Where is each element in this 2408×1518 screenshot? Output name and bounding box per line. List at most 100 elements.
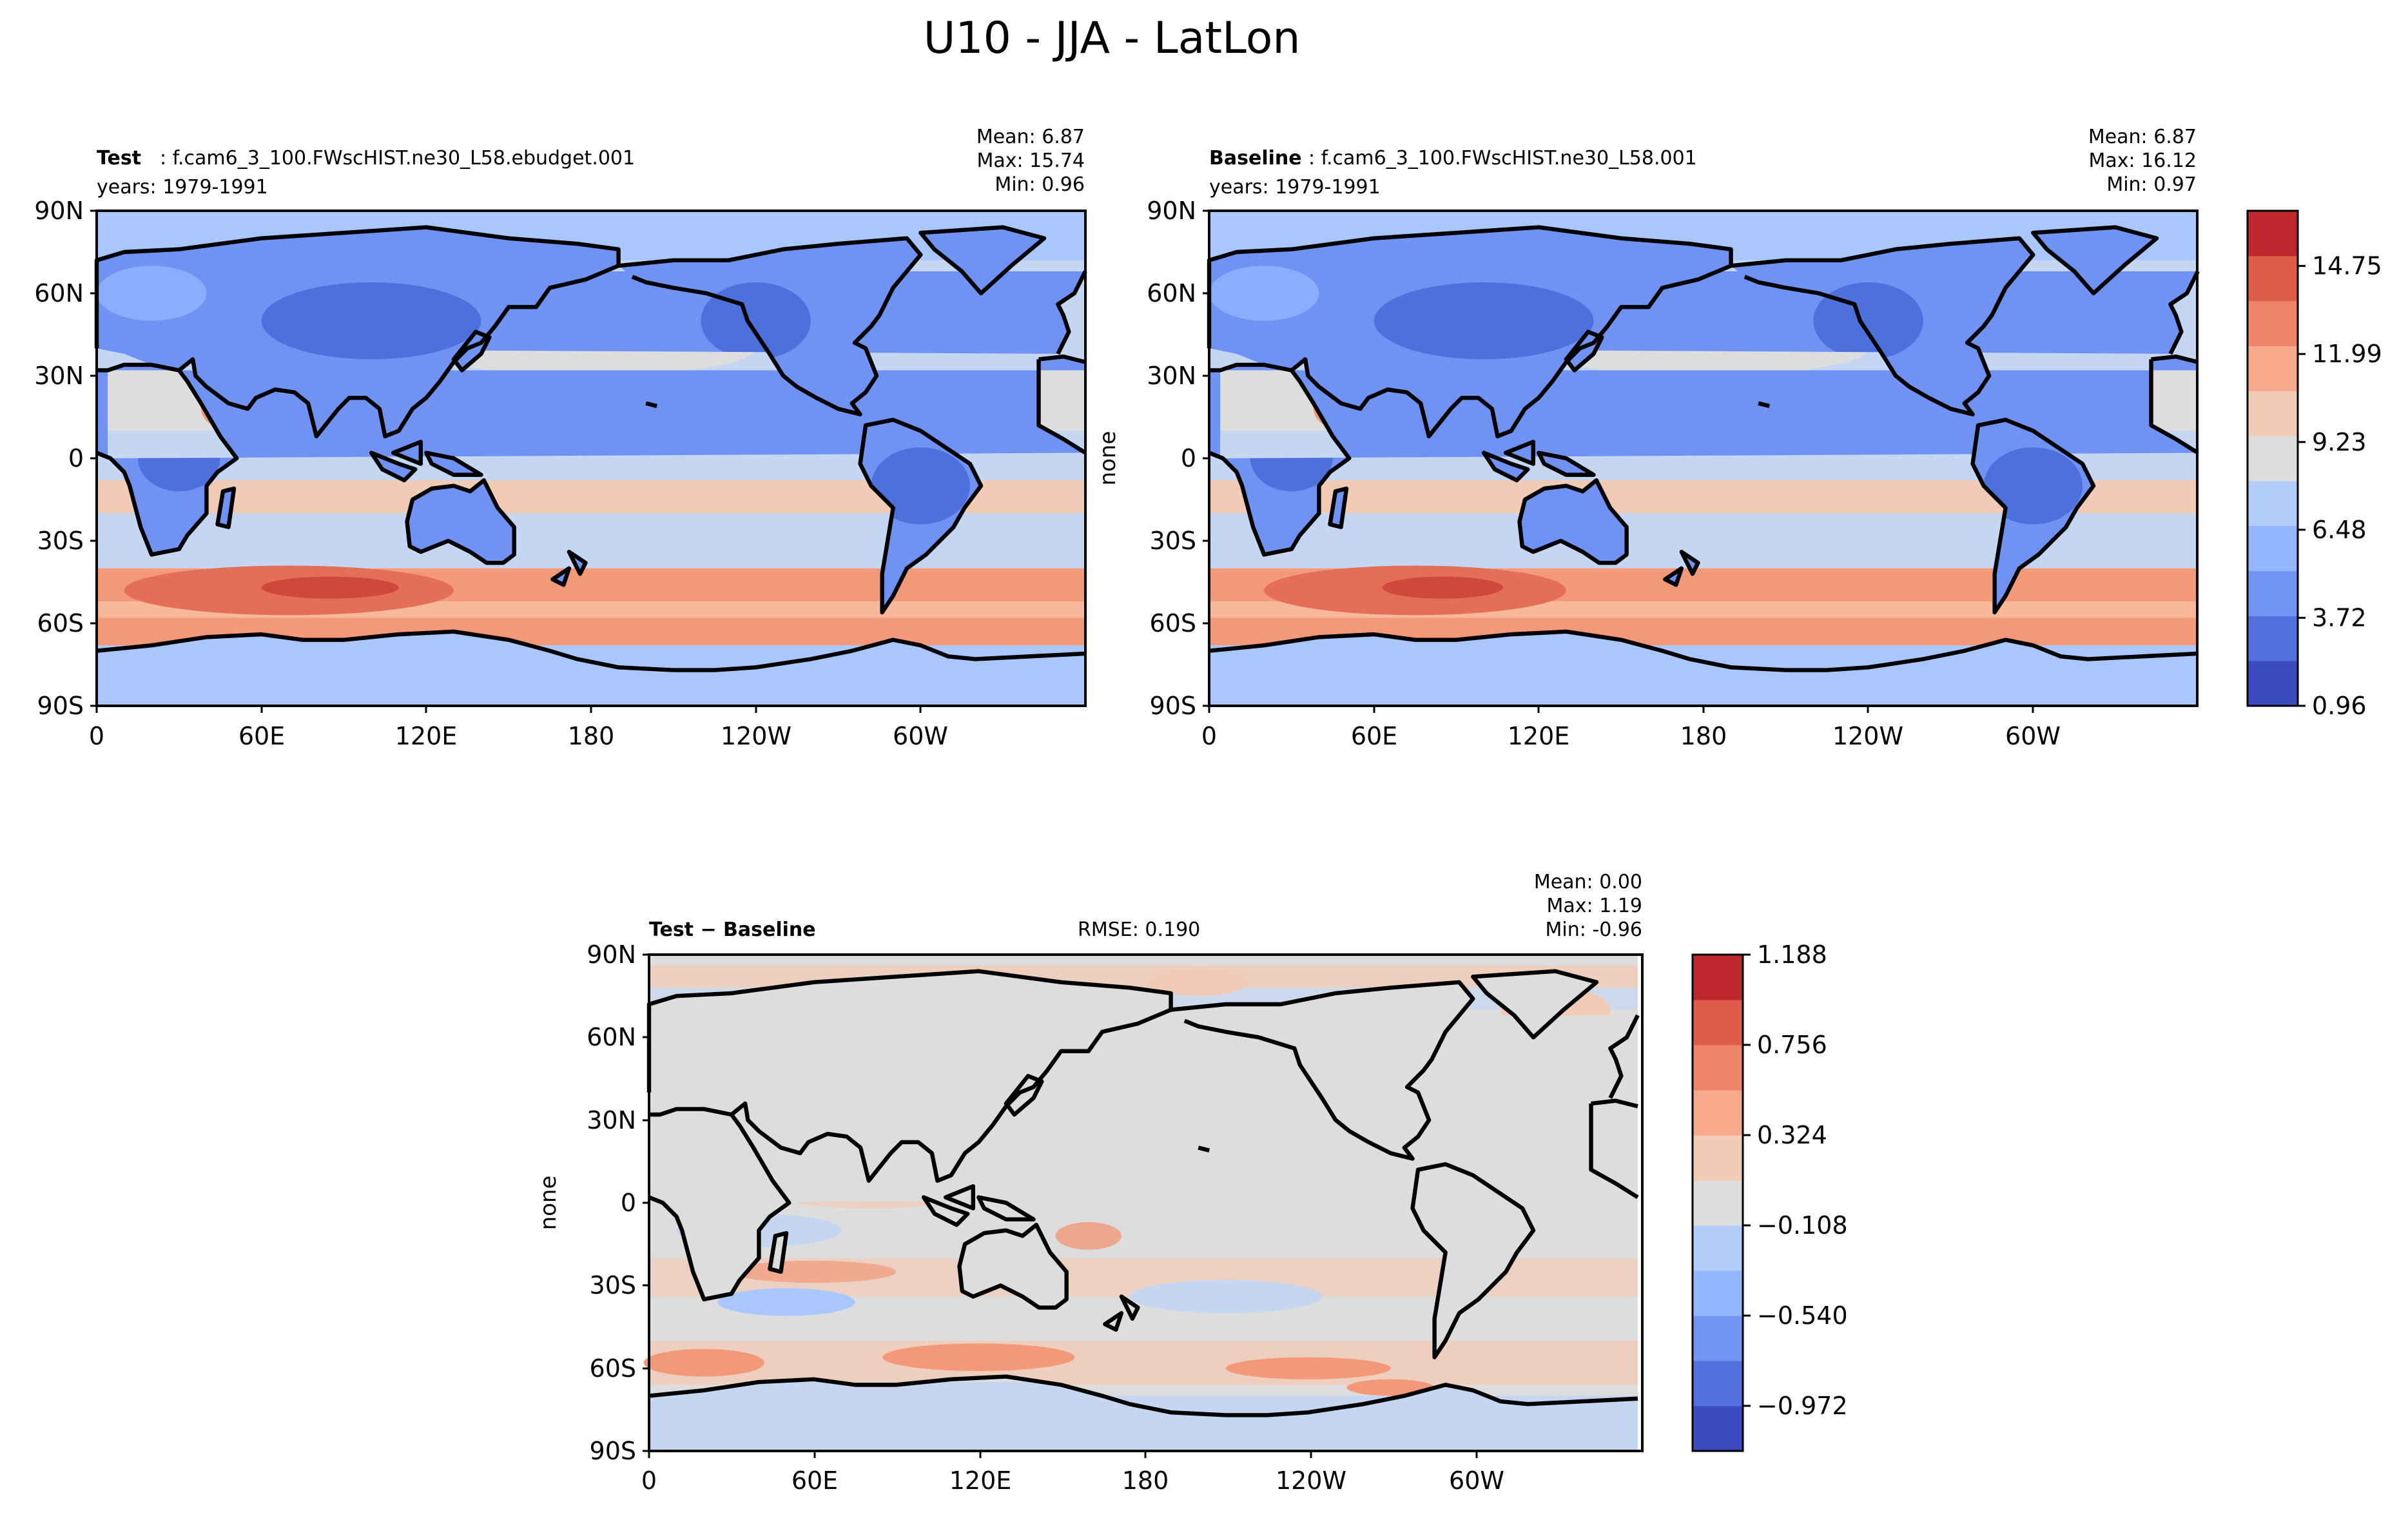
panel-test-map bbox=[97, 211, 1085, 706]
svg-text:60W: 60W bbox=[1449, 1466, 1504, 1495]
ytick-label: 30S bbox=[1150, 527, 1209, 555]
svg-text:60E: 60E bbox=[1351, 722, 1397, 750]
colorbar-top: 0.96 3.72 6.48 9.23 11.99 14.75 bbox=[2246, 209, 2382, 720]
panel-test-yaxis: 90N 60N 30N 0 30S 60S 90S bbox=[34, 197, 97, 720]
xtick-label: 60E bbox=[791, 1451, 838, 1495]
colorbar-tick-label: −0.108 bbox=[1757, 1211, 1848, 1240]
colorbar-segment bbox=[1693, 955, 1743, 1000]
colorbar-segment bbox=[2248, 255, 2298, 302]
colorbar-tick-label: −0.540 bbox=[1757, 1301, 1848, 1330]
panel-test-xaxis: 0 60E 120E 180 120W 60W bbox=[89, 706, 948, 750]
svg-text:180: 180 bbox=[568, 722, 615, 750]
xtick-label: 120W bbox=[1276, 1451, 1346, 1495]
colorbar-segment bbox=[2248, 391, 2298, 436]
panel-diff-yaxis: 90N 60N 30N 0 30S 60S 90S bbox=[587, 940, 649, 1465]
panel-test-stat-min: Min: 0.96 bbox=[995, 173, 1085, 196]
colorbar-segment bbox=[2248, 211, 2298, 257]
svg-text:120E: 120E bbox=[1508, 722, 1570, 750]
svg-text:30N: 30N bbox=[34, 362, 84, 390]
xtick-label: 120W bbox=[721, 706, 791, 750]
panel-baseline-map bbox=[1209, 211, 2198, 706]
figure-title: U10 - JJA - LatLon bbox=[924, 13, 1301, 64]
colorbar-segment bbox=[2248, 661, 2298, 706]
svg-text:60S: 60S bbox=[37, 609, 84, 637]
svg-text:0: 0 bbox=[1201, 722, 1217, 750]
colorbar-tick-label: 1.188 bbox=[1757, 940, 1827, 969]
panel-test-years: years: 1979-1991 bbox=[97, 176, 268, 199]
ytick-label: 60N bbox=[34, 279, 97, 307]
svg-text:60S: 60S bbox=[1150, 609, 1196, 637]
svg-text:90S: 90S bbox=[1150, 692, 1196, 720]
colorbar-segment bbox=[1693, 1090, 1743, 1136]
colorbar-segment bbox=[1693, 1135, 1743, 1181]
ytick-label: 90N bbox=[587, 940, 649, 969]
panel-baseline-stat-min: Min: 0.97 bbox=[2106, 173, 2197, 196]
colorbar-frame bbox=[2246, 209, 2299, 707]
ytick-label: 30N bbox=[587, 1106, 649, 1134]
ytick-label: 30S bbox=[590, 1271, 649, 1299]
svg-text:60N: 60N bbox=[587, 1023, 636, 1051]
colorbar-segment bbox=[1693, 1045, 1743, 1091]
colorbar-tick-label: 0.96 bbox=[2312, 692, 2367, 720]
ytick-label: 60S bbox=[1150, 609, 1209, 637]
xtick-label: 120E bbox=[1508, 706, 1570, 750]
svg-text:120W: 120W bbox=[721, 722, 791, 750]
svg-text:0: 0 bbox=[89, 722, 104, 750]
colorbar-segment bbox=[2248, 436, 2298, 482]
colorbar-segment bbox=[2248, 570, 2298, 616]
xtick-label: 60E bbox=[238, 706, 285, 750]
colorbar-tick-label: 0.324 bbox=[1757, 1121, 1827, 1149]
svg-text:90N: 90N bbox=[1147, 197, 1196, 225]
svg-text:90S: 90S bbox=[37, 692, 84, 720]
svg-text:60S: 60S bbox=[590, 1354, 636, 1383]
colorbar-segment bbox=[1693, 1180, 1743, 1226]
ytick-label: 30S bbox=[37, 527, 97, 555]
svg-text:60W: 60W bbox=[2005, 722, 2061, 750]
colorbar-segment bbox=[2248, 616, 2298, 661]
panel-baseline-title-bold: Baseline bbox=[1209, 147, 1302, 170]
panel-baseline-ylabel: none bbox=[1095, 431, 1121, 486]
svg-text:0: 0 bbox=[1181, 444, 1196, 472]
xtick-label: 180 bbox=[1680, 706, 1727, 750]
svg-text:0: 0 bbox=[68, 444, 84, 472]
colorbar-tick-label: 11.99 bbox=[2312, 340, 2382, 368]
svg-text:60E: 60E bbox=[791, 1466, 838, 1495]
svg-text:180: 180 bbox=[1122, 1466, 1169, 1495]
panel-diff-xaxis: 0 60E 120E 180 120W 60W bbox=[641, 1451, 1504, 1495]
svg-text:30N: 30N bbox=[587, 1106, 636, 1134]
panel-diff-rmse: RMSE: 0.190 bbox=[1078, 919, 1200, 941]
xtick-label: 60W bbox=[1449, 1451, 1504, 1495]
colorbar-tick-label: 0.756 bbox=[1757, 1031, 1827, 1059]
panel-baseline-stat-max: Max: 16.12 bbox=[2088, 150, 2197, 172]
panel-test-stat-max: Max: 15.74 bbox=[976, 150, 1085, 172]
svg-text:120W: 120W bbox=[1276, 1466, 1346, 1495]
xtick-label: 60W bbox=[2005, 706, 2061, 750]
panel-test-title-rest: : f.cam6_3_100.FWscHIST.ne30_L58.ebudget… bbox=[160, 147, 635, 170]
panel-diff-stat-min: Min: -0.96 bbox=[1546, 919, 1643, 941]
svg-text:60W: 60W bbox=[893, 722, 948, 750]
ytick-label: 90S bbox=[590, 1437, 649, 1465]
svg-text:90N: 90N bbox=[34, 197, 84, 225]
svg-text:60N: 60N bbox=[1147, 279, 1196, 307]
ytick-label: 60S bbox=[590, 1354, 649, 1383]
colorbar-bottom: 1.188 0.756 0.324 −0.108 −0.540 −0.972 bbox=[1691, 940, 1848, 1452]
colorbar-segment bbox=[1693, 1316, 1743, 1361]
panel-baseline: Baseline : f.cam6_3_100.FWscHIST.ne30_L5… bbox=[1095, 126, 2198, 750]
xtick-label: 180 bbox=[1122, 1451, 1169, 1495]
panel-baseline-stat-mean: Mean: 6.87 bbox=[2088, 126, 2197, 148]
svg-text:120E: 120E bbox=[949, 1466, 1012, 1495]
colorbar-tick-label: 14.75 bbox=[2312, 252, 2382, 280]
panel-diff: Test − Baseline RMSE: 0.190 Mean: 0.00 M… bbox=[536, 871, 1644, 1495]
xtick-label: 120W bbox=[1832, 706, 1903, 750]
colorbar-segment bbox=[1693, 1225, 1743, 1271]
svg-text:30S: 30S bbox=[590, 1271, 636, 1299]
svg-text:120W: 120W bbox=[1832, 722, 1903, 750]
ytick-label: 90N bbox=[1147, 197, 1209, 225]
panel-diff-ylabel: none bbox=[536, 1176, 561, 1231]
colorbar-segment bbox=[2248, 480, 2298, 527]
panel-baseline-yaxis: 90N 60N 30N 0 30S 60S 90S bbox=[1147, 197, 1209, 720]
xtick-label: 120E bbox=[949, 1451, 1012, 1495]
colorbar-segment bbox=[1693, 1000, 1743, 1046]
colorbar-frame bbox=[1691, 953, 1744, 1452]
